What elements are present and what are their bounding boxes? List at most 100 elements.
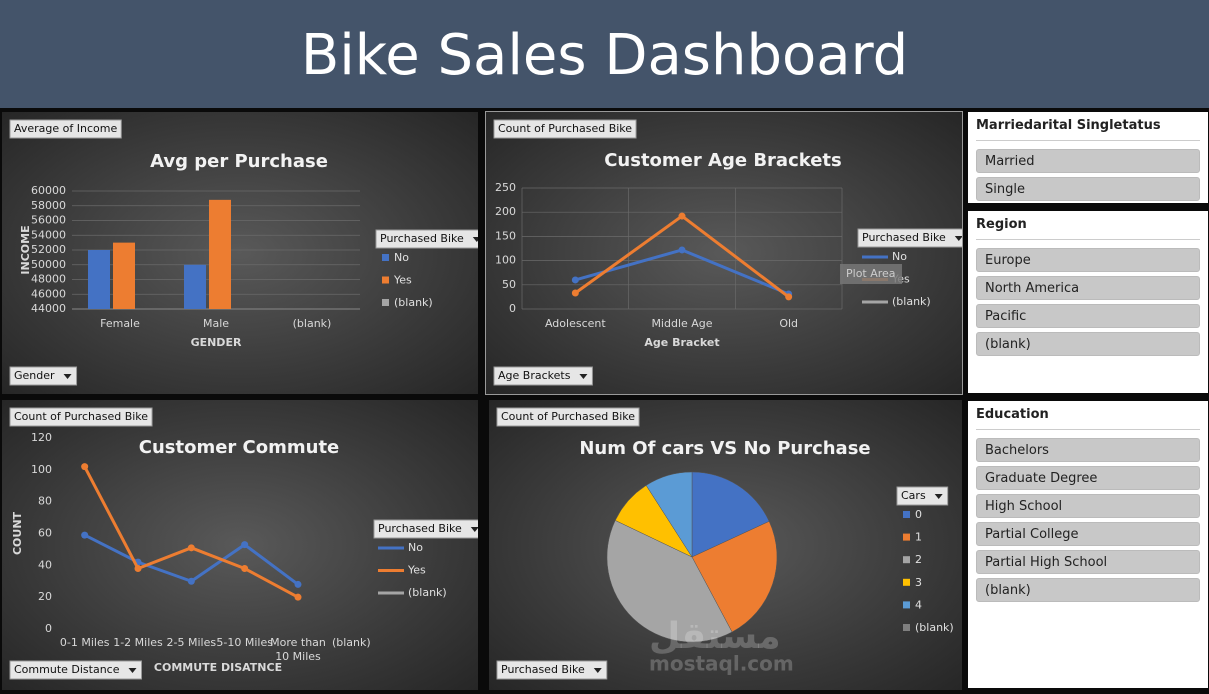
slicer-item[interactable]: Europe: [976, 248, 1200, 272]
field-button[interactable]: Cars: [896, 486, 949, 506]
slicer-item[interactable]: Single: [976, 177, 1200, 201]
dropdown-arrow[interactable]: [470, 527, 478, 532]
x-tick-label: 0-1 Miles: [60, 636, 110, 649]
dropdown-arrow[interactable]: [934, 494, 943, 499]
x-tick-label: (blank): [293, 317, 332, 330]
dropdown-arrow[interactable]: [579, 374, 588, 379]
field-button-bg[interactable]: [857, 228, 962, 248]
dropdown-arrow[interactable]: [63, 374, 72, 379]
field-button-bg[interactable]: [496, 407, 640, 427]
legend-label: Yes: [393, 274, 412, 287]
slicer-item[interactable]: North America: [976, 276, 1200, 300]
field-button-bg[interactable]: [896, 486, 949, 506]
y-tick-label: 50: [502, 278, 516, 291]
pie-slice: [645, 471, 693, 558]
field-button-bg[interactable]: [496, 660, 608, 680]
field-button[interactable]: Gender: [9, 366, 78, 386]
y-axis-title: COUNT: [11, 511, 24, 555]
slicer-item[interactable]: (blank): [976, 332, 1200, 356]
field-button[interactable]: Count of Purchased Bike: [9, 407, 153, 427]
slicer-title: Region: [976, 217, 1200, 240]
field-button-label[interactable]: Age Brackets: [498, 369, 571, 382]
slicer-item[interactable]: (blank): [976, 578, 1200, 602]
slicer-item[interactable]: Pacific: [976, 304, 1200, 328]
field-button-label[interactable]: Count of Purchased Bike: [501, 410, 635, 423]
slicer-item[interactable]: Partial College: [976, 522, 1200, 546]
field-button-label[interactable]: Purchased Bike: [378, 522, 462, 535]
y-tick-label: 44000: [31, 302, 66, 315]
field-button[interactable]: Age Brackets: [493, 366, 593, 386]
legend-swatch: [382, 254, 389, 261]
chart-panel: Customer Age Brackets Count of Purchased …: [485, 111, 963, 395]
bar: [209, 199, 231, 309]
field-button[interactable]: Purchased Bike: [857, 228, 962, 248]
field-button-bg[interactable]: [493, 119, 637, 139]
y-tick-label: 54000: [31, 228, 66, 241]
field-button-label[interactable]: Purchased Bike: [862, 231, 946, 244]
slicer-item[interactable]: Married: [976, 149, 1200, 173]
dropdown-arrow[interactable]: [954, 236, 962, 241]
field-button-label[interactable]: Count of Purchased Bike: [14, 410, 148, 423]
legend-label: 4: [915, 598, 922, 611]
slicer-item[interactable]: Bachelors: [976, 438, 1200, 462]
slicer-item[interactable]: Partial High School: [976, 550, 1200, 574]
dropdown-arrow[interactable]: [593, 668, 602, 673]
field-button-label[interactable]: Cars: [901, 489, 926, 502]
chart: Avg per Purchase Average of Income Gender P…: [9, 119, 478, 386]
legend-swatch: [903, 578, 910, 586]
field-button[interactable]: Average of Income: [9, 119, 122, 139]
field-button[interactable]: Purchased Bike: [375, 229, 478, 249]
chart-title: Num Of cars VS No Purchase: [579, 438, 870, 459]
bar: [113, 242, 135, 309]
x-axis-title: GENDER: [191, 336, 242, 349]
point-marker: [241, 565, 249, 573]
legend-label: Yes: [407, 564, 426, 577]
y-tick-label: 56000: [31, 214, 66, 227]
y-tick-label: 40: [38, 558, 52, 571]
x-tick-label: Adolescent: [545, 317, 606, 330]
y-tick-label: 100: [31, 463, 52, 476]
field-button[interactable]: Purchased Bike: [496, 660, 608, 680]
slicer[interactable]: Education Bachelors Graduate Degree High Sc…: [968, 401, 1208, 688]
field-button[interactable]: Count of Purchased Bike: [496, 407, 640, 427]
field-button-bg[interactable]: [9, 366, 78, 386]
x-axis-title: COMMUTE DISATNCE: [154, 661, 282, 674]
slicer-item[interactable]: Graduate Degree: [976, 466, 1200, 490]
chart-title: Customer Age Brackets: [604, 150, 842, 171]
watermark: مستقل: [649, 616, 781, 657]
legend-swatch: [903, 511, 910, 518]
field-button-label[interactable]: Average of Income: [14, 122, 117, 135]
field-button[interactable]: Purchased Bike: [373, 519, 478, 539]
bar: [184, 264, 206, 309]
field-button-bg[interactable]: [9, 119, 122, 139]
field-button-label[interactable]: Count of Purchased Bike: [498, 122, 632, 135]
pie-slice: [691, 471, 770, 558]
dropdown-arrow[interactable]: [472, 237, 478, 242]
y-tick-label: 0: [45, 622, 52, 635]
field-button-bg[interactable]: [9, 660, 142, 680]
legend-label: (blank): [408, 586, 447, 599]
slicer-item[interactable]: High School: [976, 494, 1200, 518]
header: Bike Sales Dashboard: [0, 0, 1209, 108]
slicer[interactable]: Region Europe North America Pacific (blank): [968, 211, 1208, 393]
field-button[interactable]: Commute Distance: [9, 660, 142, 680]
y-tick-label: 60000: [31, 184, 66, 197]
x-tick-label: More than 10 Miles: [270, 636, 326, 663]
legend-label: 2: [915, 553, 922, 566]
dropdown-arrow[interactable]: [128, 668, 137, 673]
field-button-bg[interactable]: [375, 229, 478, 249]
watermark: mostaql.com: [649, 652, 794, 676]
field-button-bg[interactable]: [493, 366, 593, 386]
field-button-label[interactable]: Purchased Bike: [501, 663, 585, 676]
slicer[interactable]: Marriedarital Singletatus Married Single: [968, 112, 1208, 203]
legend-label: (blank): [892, 295, 931, 308]
legend-label: (blank): [915, 621, 954, 634]
legend-label: (blank): [394, 296, 433, 309]
field-button-label[interactable]: Commute Distance: [14, 663, 120, 676]
field-button-label[interactable]: Purchased Bike: [380, 232, 464, 245]
field-button-bg[interactable]: [9, 407, 153, 427]
field-button-label[interactable]: Gender: [14, 369, 55, 382]
field-button-bg[interactable]: [373, 519, 478, 539]
field-button[interactable]: Count of Purchased Bike: [493, 119, 637, 139]
